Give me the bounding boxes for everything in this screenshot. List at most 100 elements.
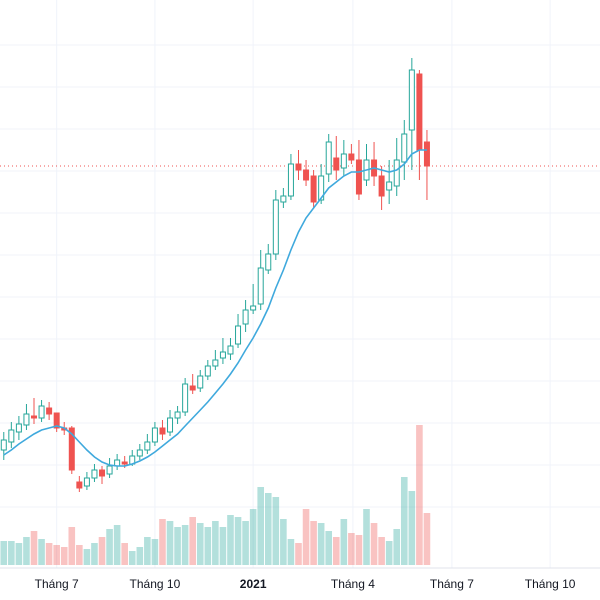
volume-bar [363,509,370,565]
candle-body [121,461,128,465]
volume-bar [91,543,98,565]
candle-body [265,253,272,271]
volume-bar [302,509,310,565]
volume-bar [370,523,378,565]
candle-body [212,359,219,367]
volume-bar [159,519,166,565]
volume-bar [121,543,128,565]
candle-body [295,163,302,171]
candle-body [159,427,166,435]
volume-bar [234,517,242,565]
candle-body [167,417,174,433]
volume-bar [23,537,30,565]
candle-body [333,157,340,171]
candle-body [378,175,385,197]
volume-bar [113,525,121,565]
volume-bar [287,539,295,565]
volume-bar [317,523,325,565]
volume-bar [400,477,408,565]
candle-body [303,169,310,181]
candle-body [219,351,226,359]
candle-body [393,159,400,187]
volume-bar [0,541,8,565]
volume-bar [249,509,257,565]
x-tick-label: 2021 [240,577,267,591]
candle-body [136,449,143,457]
x-tick-label: Tháng 7 [430,577,474,591]
volume-bar [385,541,393,565]
volume-bar [355,535,363,565]
candle-body [83,477,90,487]
volume-bar [136,547,144,565]
candle-body [174,411,181,419]
candle-body [0,439,7,451]
candle-body [348,153,355,161]
volume-bar [76,545,83,565]
x-tick-label: Tháng 7 [35,577,79,591]
candle-body [408,69,415,131]
volume-bar [264,493,272,565]
volume-bar [408,491,416,565]
candle-body [151,427,158,443]
volume-bar [144,537,151,565]
volume-bar [68,527,76,565]
x-tick-label: Tháng 10 [525,577,576,591]
volume-bar [378,537,385,565]
volume-bar [53,545,60,565]
candle-body [23,413,30,426]
volume-bar [242,521,249,565]
volume-bar [128,551,136,565]
volume-bar [151,539,159,565]
volume-bar [166,521,174,565]
candle-body [235,325,242,345]
candle-body [189,385,196,391]
candle-body [182,383,189,413]
candle-body [310,175,317,203]
candle-body [280,195,287,203]
candle-body [242,309,249,325]
candle-body [257,267,264,305]
candle-body [340,153,347,169]
volume-bar [196,523,204,565]
volume-bar [257,487,265,565]
volume-bar [181,525,189,565]
volume-bar [219,527,227,565]
candle-body [144,441,151,451]
volume-bar [340,519,348,565]
x-tick-label: Tháng 10 [130,577,181,591]
candle-body [99,469,106,477]
candle-body [423,141,430,167]
candle-body [197,375,204,389]
volume-bar [348,533,355,565]
volume-bar [106,529,113,565]
candle-body [287,163,294,197]
volume-bar [98,537,106,565]
candle-body [272,199,279,255]
candle-body [386,181,393,191]
candle-body [68,427,75,471]
candle-body [31,415,38,419]
candle-body [15,423,22,433]
candle-body [325,141,332,175]
volume-bar [325,531,333,565]
candle-body [76,481,83,489]
volume-bar [60,547,68,565]
volume-bar [212,521,219,565]
volume-bar [393,529,401,565]
candle-body [250,305,257,311]
candle-body [38,405,45,419]
candle-body [46,407,53,415]
candle-body [401,133,408,163]
candle-body [53,412,60,429]
candle-body [8,429,15,443]
volume-bar [416,425,423,565]
volume-bar [332,537,340,565]
candle-body [416,73,423,151]
candle-body [318,175,325,201]
volume-bar [30,531,38,565]
x-tick-label: Tháng 4 [331,577,375,591]
volume-bar [174,527,181,565]
moving-average [3,149,427,467]
volume-bar [8,541,15,565]
